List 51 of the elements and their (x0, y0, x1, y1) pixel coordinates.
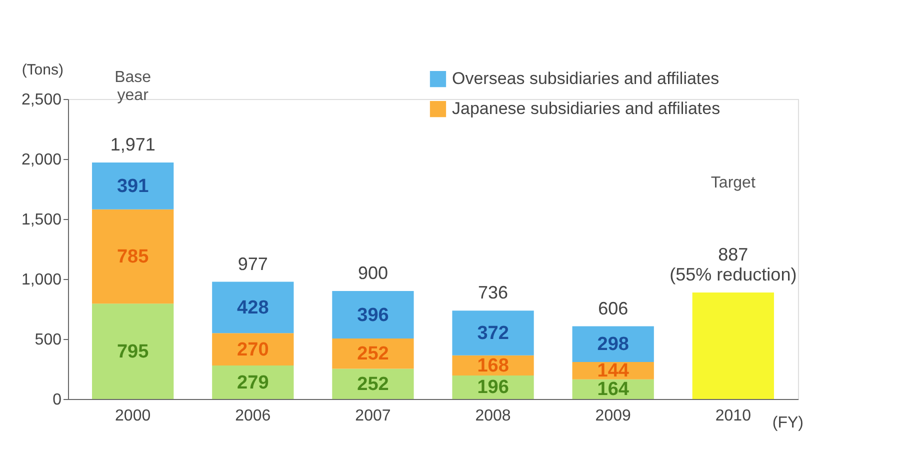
legend-label: Overseas subsidiaries and affiliates (452, 69, 720, 88)
x-tick-label: 2008 (475, 408, 511, 424)
y-axis-title: (Tons) (22, 62, 64, 78)
data-label: 428 (237, 297, 269, 318)
data-label: 785 (116, 246, 150, 268)
x-tick-label: 2007 (355, 408, 391, 424)
bar (332, 368, 414, 399)
data-label: 396 (357, 304, 389, 326)
annotation: Base year (114, 69, 152, 104)
total-label: 736 (478, 282, 508, 303)
total-label: 977 (238, 254, 268, 274)
data-label: 372 (477, 323, 509, 344)
y-tick-label: 0 (52, 392, 62, 408)
bar (692, 292, 774, 399)
y-tick-label: 2,500 (21, 92, 62, 108)
data-label: 252 (357, 344, 389, 365)
y-tick-label: 1,000 (21, 272, 62, 288)
data-label: 279 (237, 372, 269, 394)
y-tick-label: 2,000 (21, 152, 62, 168)
bar (92, 209, 174, 304)
text: 887 (55% reduction) (670, 244, 797, 285)
x-tick-label: 2010 (715, 408, 752, 424)
bar (92, 304, 174, 399)
total-label: 1,971 (110, 134, 156, 154)
total-label: 900 (358, 263, 388, 283)
bar (332, 291, 414, 339)
data-label: 391 (116, 176, 150, 197)
data-label: 270 (237, 339, 269, 360)
total-label: 606 (598, 298, 628, 318)
bar (452, 310, 534, 356)
x-axis-title: (FY) (772, 414, 804, 432)
annotation: Target (710, 174, 756, 192)
legend-label: Japanese subsidiaries and affiliates (452, 99, 720, 118)
x-tick-label: 2006 (235, 408, 271, 424)
bar (212, 333, 294, 366)
bar (212, 366, 294, 399)
data-label: 168 (477, 355, 509, 376)
data-label: 298 (597, 334, 629, 356)
data-label: 252 (357, 374, 389, 395)
bar (572, 326, 654, 362)
y-tick-label: 500 (34, 332, 62, 348)
data-label: 144 (597, 360, 630, 382)
bar (92, 162, 174, 210)
x-tick-label: 2009 (595, 408, 631, 424)
bar (332, 338, 414, 369)
y-tick-label: 1,500 (21, 212, 62, 228)
data-label: 795 (116, 341, 150, 362)
data-label: 164 (597, 379, 630, 400)
bar (212, 282, 294, 334)
x-tick-label: 2000 (115, 408, 151, 424)
data-label: 196 (477, 377, 509, 398)
